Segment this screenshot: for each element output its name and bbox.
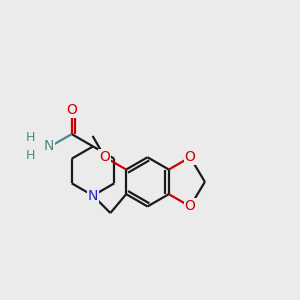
Text: H: H: [26, 131, 35, 144]
Text: N: N: [88, 189, 98, 202]
Text: O: O: [185, 150, 196, 164]
Text: O: O: [66, 103, 77, 116]
Text: H: H: [26, 148, 35, 161]
Text: O: O: [100, 150, 110, 164]
Text: N: N: [44, 140, 54, 153]
Text: O: O: [185, 200, 196, 214]
